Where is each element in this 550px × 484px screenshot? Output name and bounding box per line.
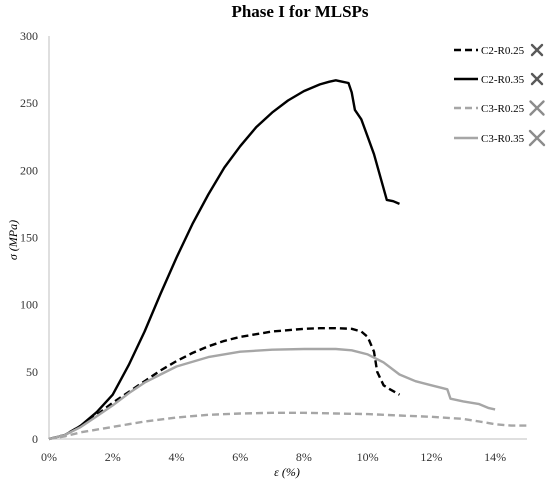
y-tick-label: 200 bbox=[20, 163, 38, 177]
chart-title: Phase I for MLSPs bbox=[231, 2, 368, 21]
series-line-c3-r0-35 bbox=[48, 347, 496, 441]
y-tick-labels: 0 50 100 150 200 250 300 bbox=[20, 29, 38, 446]
legend: C2-R0.25 C2-R0.35 C3-R0.25 C3-R0.35 bbox=[454, 43, 546, 147]
legend-item: C3-R0.35 bbox=[454, 129, 546, 147]
x-tick-label: 10% bbox=[357, 450, 379, 464]
legend-x-mark-icon bbox=[530, 43, 544, 57]
y-tick-label: 300 bbox=[20, 29, 38, 43]
legend-item: C2-R0.35 bbox=[454, 72, 544, 86]
legend-label: C2-R0.25 bbox=[481, 45, 525, 57]
axes bbox=[48, 36, 527, 440]
x-tick-label: 2% bbox=[105, 450, 121, 464]
x-tick-label: 12% bbox=[420, 450, 442, 464]
plot-series bbox=[48, 79, 527, 441]
legend-item: C3-R0.25 bbox=[454, 100, 545, 116]
series-line-c2-r0-25 bbox=[48, 327, 401, 441]
x-tick-label: 8% bbox=[296, 450, 312, 464]
legend-item: C2-R0.25 bbox=[454, 43, 544, 57]
legend-label: C3-R0.35 bbox=[481, 133, 525, 145]
legend-x-mark-icon bbox=[530, 72, 544, 86]
y-tick-label: 0 bbox=[32, 432, 38, 446]
y-axis-label: σ (MPa) bbox=[6, 220, 20, 260]
x-tick-label: 14% bbox=[484, 450, 506, 464]
series-line-c3-r0-25 bbox=[48, 411, 527, 441]
x-tick-labels: 0% 2% 4% 6% 8% 10% 12% 14% bbox=[41, 450, 506, 464]
x-tick-label: 4% bbox=[168, 450, 184, 464]
y-tick-label: 50 bbox=[26, 365, 38, 379]
x-tick-label: 0% bbox=[41, 450, 57, 464]
series-line-c2-r0-35 bbox=[48, 79, 400, 441]
legend-label: C3-R0.25 bbox=[481, 103, 525, 115]
x-axis-label: ε (%) bbox=[274, 465, 300, 479]
legend-x-mark-icon bbox=[528, 129, 546, 147]
x-tick-label: 6% bbox=[232, 450, 248, 464]
legend-label: C2-R0.35 bbox=[481, 74, 525, 86]
y-tick-label: 150 bbox=[20, 231, 38, 245]
y-tick-label: 100 bbox=[20, 298, 38, 312]
legend-x-mark-icon bbox=[529, 100, 545, 116]
y-tick-label: 250 bbox=[20, 96, 38, 110]
